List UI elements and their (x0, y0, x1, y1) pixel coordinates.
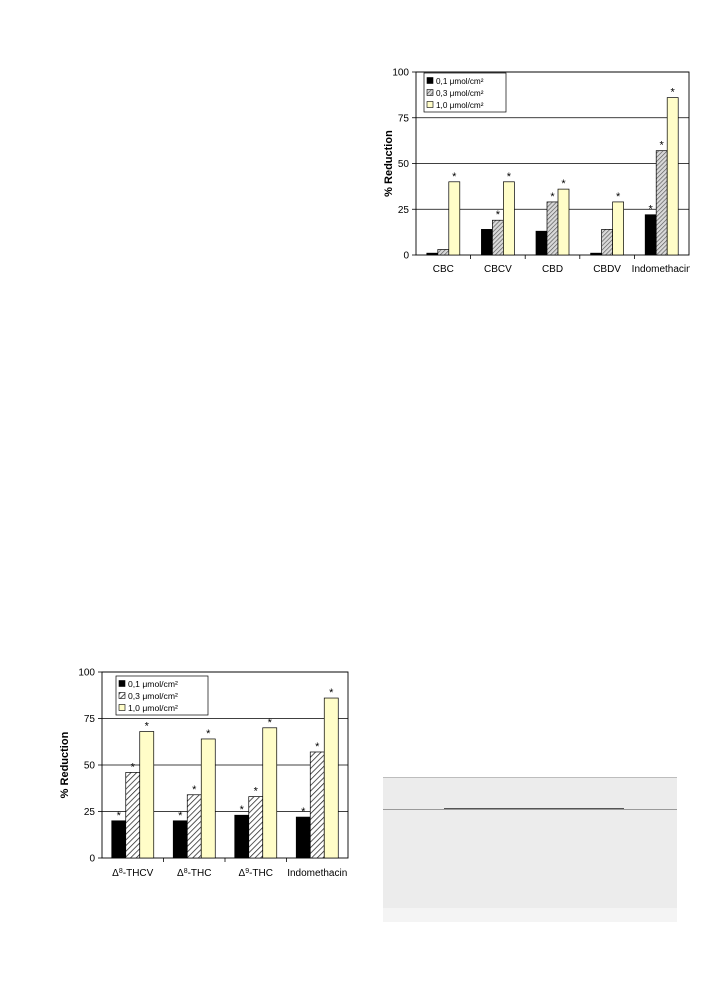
bar (503, 181, 515, 256)
significance-marker: * (206, 728, 211, 740)
legend-label: 0,3 μmol/cm² (128, 691, 178, 701)
y-axis-label: % Reduction (383, 130, 395, 197)
significance-marker: * (507, 171, 512, 183)
significance-marker: * (254, 786, 259, 798)
table-footer-strip (383, 908, 677, 922)
significance-marker: * (240, 804, 245, 816)
y-tick-label: 50 (398, 159, 410, 170)
bar (262, 727, 278, 859)
y-tick-label: 100 (392, 68, 409, 79)
y-tick-label: 25 (398, 205, 410, 216)
category-label: CBC (433, 264, 454, 275)
bar (666, 97, 679, 256)
significance-marker: * (131, 761, 136, 773)
bar (546, 201, 559, 256)
bar (655, 150, 668, 256)
legend-label: 0,3 μmol/cm² (436, 89, 484, 98)
bar (590, 252, 602, 256)
bar (139, 731, 155, 859)
significance-marker: * (496, 209, 501, 221)
legend-swatch (118, 704, 126, 711)
significance-marker: * (671, 87, 676, 99)
category-label: CBCV (484, 264, 512, 275)
bar (644, 214, 657, 256)
bar (186, 794, 202, 859)
significance-marker: * (660, 140, 665, 152)
legend-box (115, 675, 209, 716)
legend-box (423, 72, 507, 113)
significance-marker: * (268, 717, 273, 729)
bar (557, 188, 570, 256)
chart-top: 0 25 50 75 100 % Reduction * CBC * * CBCV * * CBD * CBD… (378, 62, 692, 288)
y-tick-label: 50 (84, 761, 96, 772)
bar (448, 181, 461, 256)
category-label: Δ9-THC (239, 868, 273, 880)
chart-bottom: 0 25 50 75 100 % Reduction * * * Δ8-THCV * * * Δ8-THC… (58, 664, 350, 904)
significance-marker: * (550, 191, 555, 203)
category-label: Indomethacin (632, 264, 690, 275)
y-axis-label: % Reduction (59, 731, 71, 798)
y-tick-label: 0 (89, 854, 95, 865)
bar (172, 820, 188, 859)
bar (601, 229, 613, 256)
significance-marker: * (561, 178, 566, 190)
category-label: CBDV (593, 264, 621, 275)
legend-label: 1,0 μmol/cm² (436, 101, 484, 110)
category-label: CBD (542, 264, 563, 275)
bar (248, 796, 264, 859)
y-tick-label: 75 (84, 714, 96, 725)
bar (323, 697, 339, 859)
bar (309, 751, 325, 859)
bar (437, 249, 450, 256)
bar (125, 772, 141, 859)
category-label: Δ8-THCV (112, 868, 153, 880)
legend-label: 0,1 μmol/cm² (436, 77, 484, 86)
legend-swatch (118, 692, 126, 699)
significance-marker: * (329, 687, 334, 699)
y-tick-label: 100 (78, 668, 95, 679)
significance-marker: * (178, 810, 183, 822)
significance-marker: * (301, 806, 306, 818)
bar (295, 816, 311, 859)
bar (492, 219, 504, 256)
chart-bottom-svg: 0 25 50 75 100 % Reduction * * * Δ8-THCV * * * Δ8-THC… (59, 668, 349, 880)
legend-swatch (426, 77, 434, 84)
significance-marker: * (616, 191, 621, 203)
table-header-rule (383, 809, 677, 810)
bar (612, 201, 624, 256)
legend-swatch (426, 101, 434, 108)
bar (481, 229, 493, 256)
significance-marker: * (315, 741, 320, 753)
legend-label: 0,1 μmol/cm² (128, 679, 178, 689)
chart-top-svg: 0 25 50 75 100 % Reduction * CBC * * CBCV * * CBD * CBD… (383, 68, 692, 276)
significance-marker: * (117, 810, 122, 822)
significance-marker: * (452, 171, 457, 183)
significance-marker: * (192, 784, 197, 796)
table-column-rule (444, 808, 624, 809)
legend-label: 1,0 μmol/cm² (128, 703, 178, 713)
y-tick-label: 25 (84, 807, 96, 818)
y-tick-label: 75 (398, 113, 410, 124)
bar (426, 252, 439, 256)
significance-marker: * (649, 204, 654, 216)
legend-swatch (426, 89, 434, 96)
bar (535, 230, 548, 256)
bar (111, 820, 127, 859)
bar (200, 738, 216, 859)
y-tick-label: 0 (403, 251, 409, 262)
category-label: Δ8-THC (177, 868, 211, 880)
legend-swatch (118, 680, 126, 687)
bar (234, 814, 250, 859)
significance-marker: * (145, 721, 150, 733)
table-region (383, 777, 677, 909)
category-label: Indomethacin (287, 868, 347, 879)
